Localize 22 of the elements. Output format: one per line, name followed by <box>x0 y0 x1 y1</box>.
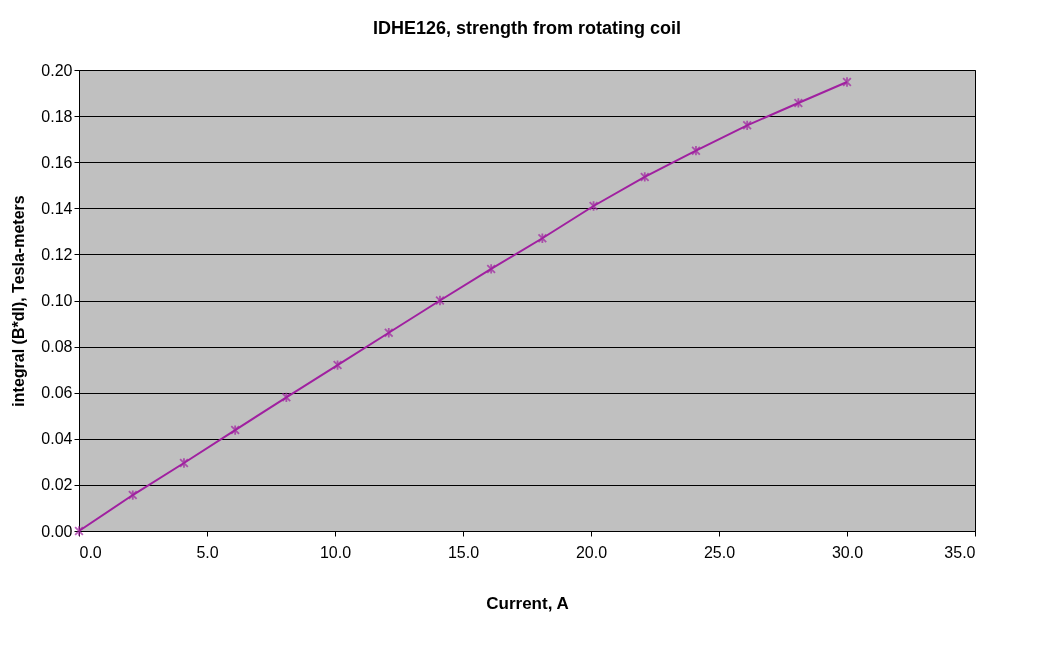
chart-title: IDHE126, strength from rotating coil <box>372 18 682 38</box>
x-tick-label: 25.0 <box>703 543 736 561</box>
y-tick-label: 0.18 <box>41 107 73 125</box>
y-axis-title: integral (B*dl), Tesla-meters <box>10 195 28 407</box>
y-tick-label: 0.20 <box>41 61 73 79</box>
x-tick-label: 0.0 <box>79 543 102 561</box>
x-tick-label: 10.0 <box>319 543 352 561</box>
x-tick-label: 20.0 <box>575 543 608 561</box>
y-tick-label: 0.16 <box>41 153 73 171</box>
x-tick-label: 15.0 <box>447 543 480 561</box>
y-tick-label: 0.06 <box>41 384 73 402</box>
y-tick-label: 0.12 <box>41 245 73 263</box>
y-tick-label: 0.04 <box>41 430 73 448</box>
x-tick-label: 5.0 <box>196 543 219 561</box>
x-axis-title: Current, A <box>486 593 569 613</box>
x-tick-label: 35.0 <box>944 543 976 561</box>
y-tick-label: 0.02 <box>41 476 73 494</box>
x-tick-label: 30.0 <box>831 543 864 561</box>
y-tick-label: 0.00 <box>41 522 73 540</box>
y-tick-label: 0.14 <box>41 199 73 217</box>
y-tick-label: 0.10 <box>41 292 73 309</box>
y-tick-label: 0.08 <box>41 338 73 356</box>
